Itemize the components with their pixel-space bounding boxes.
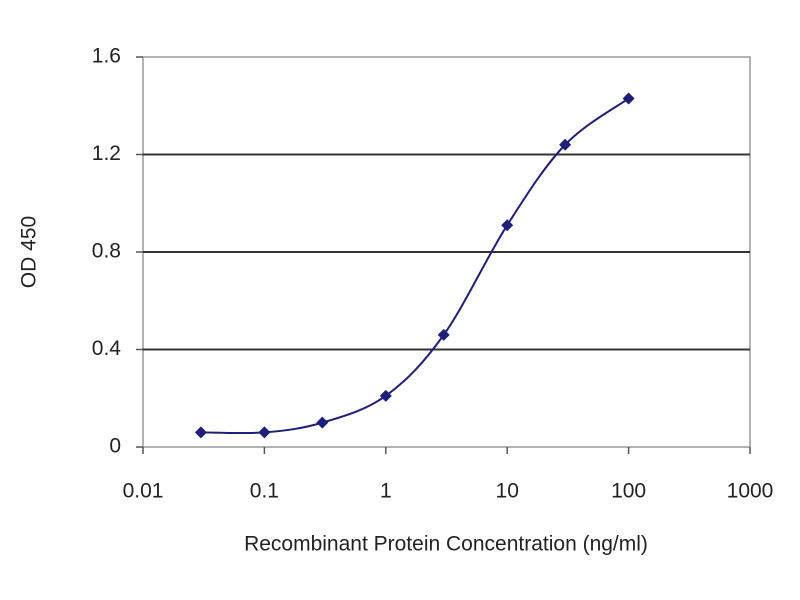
y-tick-label: 1.2 xyxy=(92,142,121,165)
data-point xyxy=(194,426,207,439)
x-tick-label: 0.01 xyxy=(123,480,164,503)
data-point xyxy=(316,416,329,429)
x-axis-label: Recombinant Protein Concentration (ng/ml… xyxy=(244,533,648,556)
data-point xyxy=(622,92,635,105)
data-point xyxy=(559,138,572,151)
x-tick-label: 10 xyxy=(496,480,519,503)
data-point xyxy=(437,328,450,341)
x-tick-label: 0.1 xyxy=(250,480,279,503)
x-tick-label: 1 xyxy=(380,480,392,503)
y-axis-label: OD 450 xyxy=(18,216,41,288)
x-tick-label: 1000 xyxy=(727,480,774,503)
x-tick-label: 100 xyxy=(611,480,646,503)
y-tick-label: 0.8 xyxy=(92,240,121,263)
y-tick-label: 0.4 xyxy=(92,337,122,360)
y-tick-label: 0 xyxy=(109,435,121,458)
series-line xyxy=(200,97,630,435)
data-point xyxy=(258,426,271,439)
data-point xyxy=(379,389,392,402)
data-point xyxy=(501,219,514,232)
y-tick-label: 1.6 xyxy=(92,45,121,68)
